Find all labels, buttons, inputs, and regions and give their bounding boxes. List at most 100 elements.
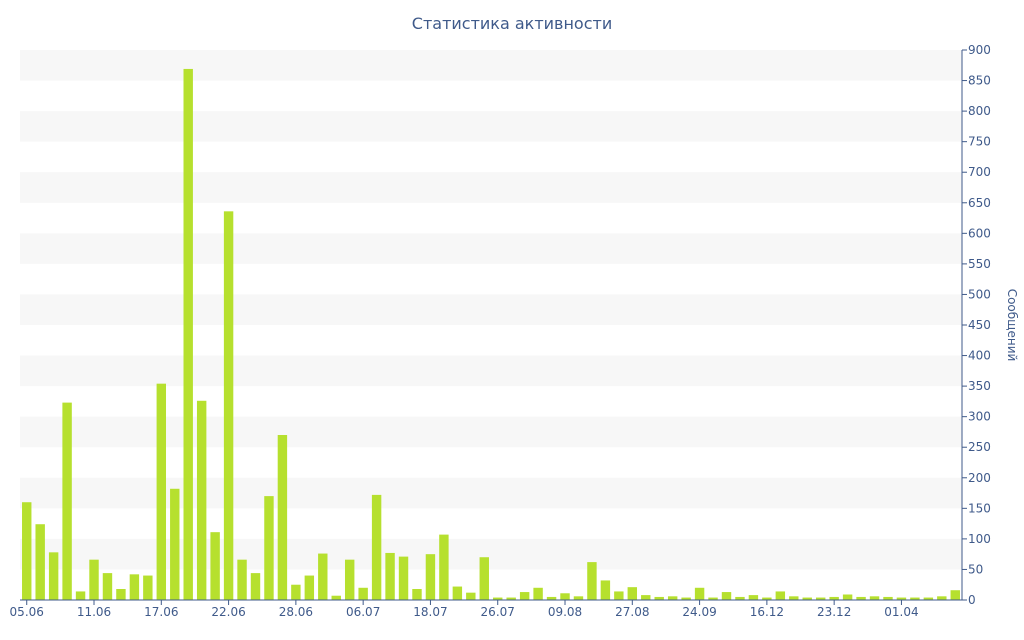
- x-tick-label: 05.06: [10, 605, 44, 619]
- bar: [856, 596, 866, 600]
- bar: [129, 574, 140, 600]
- chart-title: Статистика активности: [411, 14, 613, 33]
- bar: [923, 597, 934, 600]
- bar: [748, 595, 759, 600]
- x-tick-label: 17.06: [144, 605, 178, 619]
- bar: [869, 596, 880, 600]
- bar: [250, 573, 261, 600]
- bar: [304, 575, 315, 600]
- bar: [358, 587, 368, 600]
- bar: [641, 595, 651, 600]
- bar: [398, 556, 409, 600]
- bar: [681, 597, 691, 600]
- y-tick-label: 400: [968, 349, 991, 363]
- y-tick-label: 500: [968, 287, 991, 301]
- y-tick-label: 150: [968, 501, 991, 515]
- bar: [318, 553, 328, 600]
- bar: [910, 597, 920, 600]
- bar: [694, 587, 705, 600]
- bar: [721, 592, 732, 600]
- y-tick-label: 700: [968, 165, 991, 179]
- bar: [223, 211, 234, 600]
- bar: [937, 596, 947, 600]
- bar: [210, 532, 220, 600]
- y-tick-label: 300: [968, 410, 991, 424]
- bar: [170, 488, 180, 600]
- y-tick-label: 100: [968, 532, 991, 546]
- y-tick-label: 550: [968, 257, 991, 271]
- x-tick-label: 06.07: [346, 605, 380, 619]
- bar: [896, 597, 907, 600]
- bar: [667, 596, 678, 600]
- bar: [493, 597, 503, 600]
- bar: [102, 573, 113, 600]
- x-tick-label: 18.07: [413, 605, 447, 619]
- bar: [412, 589, 422, 600]
- bar: [48, 552, 59, 600]
- grid-band: [20, 233, 962, 264]
- y-tick-label: 900: [968, 43, 991, 57]
- bar: [264, 496, 274, 600]
- bar: [775, 591, 786, 600]
- bar: [291, 584, 301, 600]
- bar: [331, 595, 341, 600]
- x-tick-label: 09.08: [548, 605, 582, 619]
- x-tick-label: 28.06: [279, 605, 313, 619]
- bar: [506, 597, 516, 600]
- bar: [439, 534, 449, 600]
- bar: [546, 596, 557, 600]
- grid-band: [20, 50, 962, 81]
- bar: [842, 594, 853, 600]
- bar: [425, 554, 436, 600]
- bar: [344, 559, 355, 600]
- bar: [22, 502, 32, 600]
- y-tick-label: 450: [968, 318, 991, 332]
- bar: [600, 580, 611, 600]
- bar: [815, 597, 826, 600]
- y-tick-label: 650: [968, 196, 991, 210]
- y-tick-label: 250: [968, 440, 991, 454]
- bar: [75, 591, 86, 600]
- bar: [762, 597, 772, 600]
- y-axis-title: Сообщений: [1005, 289, 1019, 362]
- grid-band: [20, 111, 962, 142]
- y-tick-label: 750: [968, 135, 991, 149]
- y-tick-label: 850: [968, 74, 991, 88]
- x-tick-label: 26.07: [481, 605, 515, 619]
- grid-band: [20, 294, 962, 325]
- bar: [89, 559, 99, 600]
- grid-band: [20, 416, 962, 448]
- bar: [466, 592, 476, 600]
- bar: [950, 590, 960, 600]
- bar: [277, 435, 288, 600]
- y-tick-label: 200: [968, 471, 991, 485]
- x-tick-label: 23.12: [817, 605, 851, 619]
- x-tick-label: 16.12: [750, 605, 784, 619]
- bar: [143, 575, 153, 600]
- bar: [654, 596, 664, 600]
- bar: [519, 592, 530, 600]
- bar: [560, 593, 570, 600]
- bar: [587, 562, 597, 600]
- grid-band: [20, 172, 962, 203]
- x-axis: 05.06 11.06 17.06 22.06 28.06 06.07 18.07 26.07…: [10, 599, 962, 619]
- bar: [735, 596, 745, 600]
- y-tick-label: 600: [968, 226, 991, 240]
- bar: [533, 587, 543, 600]
- bar: [627, 587, 638, 600]
- bar: [573, 596, 584, 600]
- bar: [614, 591, 624, 600]
- y-axis: 0 50 100 150 200 250 300 350 400 450 500 550 600 650 7…: [961, 43, 991, 607]
- y-tick-label: 0: [968, 593, 976, 607]
- bar: [371, 494, 382, 600]
- y-tick-label: 350: [968, 379, 991, 393]
- bar: [789, 596, 799, 600]
- bar: [385, 552, 395, 600]
- bar: [237, 559, 247, 600]
- bar: [708, 597, 718, 600]
- grid-band: [20, 355, 962, 387]
- bar: [156, 383, 167, 600]
- x-tick-label: 22.06: [211, 605, 245, 619]
